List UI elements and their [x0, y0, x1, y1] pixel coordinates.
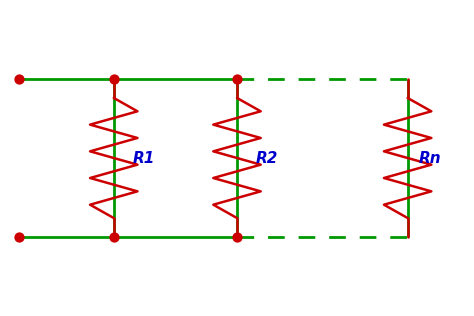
Text: R2: R2 [256, 150, 278, 166]
Point [110, 234, 118, 240]
Text: R1: R1 [133, 150, 155, 166]
Point [233, 76, 241, 82]
Point [15, 76, 23, 82]
Text: Rn: Rn [419, 150, 442, 166]
Point [110, 76, 118, 82]
Point [233, 234, 241, 240]
Point [15, 234, 23, 240]
